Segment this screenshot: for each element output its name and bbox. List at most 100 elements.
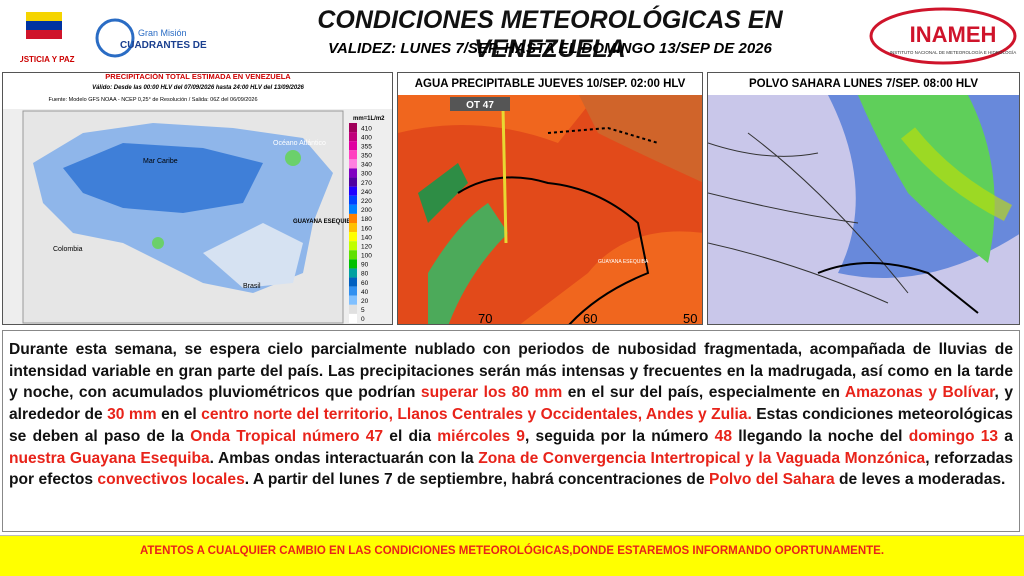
logos-left: JUSTICIA Y PAZ Gran Misión CUADRANTES DE… — [20, 12, 210, 64]
legend-swatch — [349, 250, 357, 260]
legend-swatch — [349, 141, 357, 151]
footer-notice: ATENTOS A CUALQUIER CAMBIO EN LAS CONDIC… — [0, 535, 1024, 576]
map-label: GUAYANA ESEQUIBA — [293, 219, 356, 225]
legend-label: 220 — [361, 198, 372, 205]
text-segment: Estas condiciones meteorológicas se debe… — [9, 406, 1013, 445]
logo-text: INAMEH — [910, 22, 997, 47]
text-segment: 30 mm — [107, 406, 157, 424]
map-svg: OT 47 GUAYANA ESEQUIBA 70 60 50 — [398, 93, 702, 325]
map-valid: Válido: Desde las 00:00 HLV del 07/09/20… — [92, 85, 304, 91]
legend-title: mm=1L/m2 — [353, 116, 385, 122]
map-label: GUAYANA ESEQUIBA — [598, 259, 649, 265]
map-label: Brasil — [243, 283, 261, 290]
legend-label: 240 — [361, 189, 372, 196]
legend-label: 350 — [361, 153, 372, 160]
legend-label: 80 — [361, 271, 369, 278]
text-segment: a — [998, 427, 1013, 445]
text-segment: en el — [156, 406, 202, 424]
legend-label: 410 — [361, 125, 372, 132]
legend-swatch — [349, 132, 357, 142]
legend-swatch — [349, 313, 357, 323]
legend-swatch — [349, 286, 357, 296]
legend-label: 20 — [361, 298, 369, 305]
logo-text: Gran Misión — [138, 28, 187, 38]
text-segment: centro norte del territorio, Llanos Cent… — [201, 406, 752, 424]
legend-label: 60 — [361, 280, 369, 287]
legend-swatch — [349, 268, 357, 278]
text-segment: . A partir del lunes 7 de septiembre, ha… — [244, 471, 709, 489]
text-segment: . Ambas ondas interactuarán con la — [209, 449, 479, 467]
text-segment: convectivos locales — [97, 471, 245, 489]
text-segment: , y alrededor de — [9, 384, 1014, 424]
text-segment: Durante esta semana, se espera cielo par… — [9, 341, 1013, 402]
text-segment: superar los 80 mm — [420, 384, 563, 402]
legend-label: 5 — [361, 307, 365, 314]
lon-label: 50 — [683, 311, 697, 325]
legend-swatch — [349, 304, 357, 314]
text-segment: en el sur del país, especialmente en — [562, 384, 845, 402]
map-source: Fuente: Modelo GFS NOAA - NCEP 0,25° de … — [48, 97, 257, 103]
legend-label: 300 — [361, 171, 372, 178]
legend-swatch — [349, 259, 357, 269]
legend-swatch — [349, 204, 357, 214]
legend-swatch — [349, 277, 357, 287]
subtitle: VALIDEZ: LUNES 7/SEP, HASTA EL DOMINGO 1… — [328, 40, 772, 57]
legend-label: 100 — [361, 253, 372, 260]
precip-map: PRECIPITACIÓN TOTAL ESTIMADA EN VENEZUEL… — [2, 72, 393, 325]
legend-label: 270 — [361, 180, 372, 187]
text-segment: 48 — [714, 427, 732, 445]
legend-swatch — [349, 241, 357, 251]
map-label: Mar Caribe — [143, 158, 178, 165]
legend-label: 400 — [361, 134, 372, 141]
text-segment: Amazonas y Bolívar — [844, 384, 995, 402]
legend-label: 355 — [361, 143, 372, 150]
legend-swatch — [349, 186, 357, 196]
map-label: Colombia — [53, 246, 83, 253]
wave-label: OT 47 — [466, 100, 494, 111]
legend-label: 40 — [361, 289, 369, 296]
text-segment: nuestra Guayana Esequiba — [9, 449, 210, 467]
text-segment: el dia — [383, 427, 438, 445]
lon-label: 60 — [583, 311, 597, 325]
legend-swatch — [349, 123, 357, 133]
map-svg: PRECIPITACIÓN TOTAL ESTIMADA EN VENEZUEL… — [3, 73, 392, 324]
text-segment: , seguida por la número — [524, 427, 715, 445]
logo-right: INAMEH INSTITUTO NACIONAL DE METEOROLOGÍ… — [869, 7, 1017, 65]
text-segment: Zona de Convergencia Intertropical y la … — [478, 449, 926, 467]
logo-text: CUADRANTES DE PAZ — [120, 40, 210, 51]
legend-swatch — [349, 177, 357, 187]
logo-text: JUSTICIA Y PAZ — [20, 55, 75, 64]
legend-label: 160 — [361, 225, 372, 232]
panel-title: POLVO SAHARA LUNES 7/SEP. 08:00 HLV — [708, 73, 1019, 95]
legend-swatch — [349, 232, 357, 242]
legend-swatch — [349, 159, 357, 169]
logo-text: INSTITUTO NACIONAL DE METEOROLOGÍA E HID… — [890, 49, 1017, 55]
legend-label: 120 — [361, 243, 372, 250]
text-segment: miércoles 9 — [437, 427, 525, 445]
legend-label: 180 — [361, 216, 372, 223]
legend-label: 200 — [361, 207, 372, 214]
map-title: PRECIPITACIÓN TOTAL ESTIMADA EN VENEZUEL… — [105, 73, 291, 81]
description: Durante esta semana, se espera cielo par… — [2, 330, 1020, 532]
dust-map: POLVO SAHARA LUNES 7/SEP. 08:00 HLV — [707, 72, 1020, 325]
legend-swatch — [349, 168, 357, 178]
legend-swatch — [349, 223, 357, 233]
text-segment: Polvo del Sahara — [708, 471, 835, 489]
legend-swatch — [349, 150, 357, 160]
legend-label: 0 — [361, 316, 365, 323]
legend-swatch — [349, 195, 357, 205]
legend-label: 140 — [361, 234, 372, 241]
lon-label: 70 — [478, 311, 492, 325]
text-segment: Onda Tropical número 47 — [190, 427, 384, 445]
legend-label: 340 — [361, 162, 372, 169]
text-segment: de leves a moderadas. — [834, 471, 1006, 489]
water-map: AGUA PRECIPITABLE JUEVES 10/SEP. 02:00 H… — [397, 72, 703, 325]
panel-title: AGUA PRECIPITABLE JUEVES 10/SEP. 02:00 H… — [398, 73, 702, 95]
text-segment: llegando la noche del — [732, 427, 909, 445]
text-segment: , reforzadas por efectos — [9, 449, 1013, 489]
map-label: Océano Atlántico — [273, 140, 326, 147]
title: CONDICIONES METEOROLÓGICAS EN VENEZUELA — [317, 6, 783, 63]
legend: 4104003553503403002702402202001801601401… — [349, 123, 372, 323]
text-segment: domingo 13 — [908, 427, 999, 445]
